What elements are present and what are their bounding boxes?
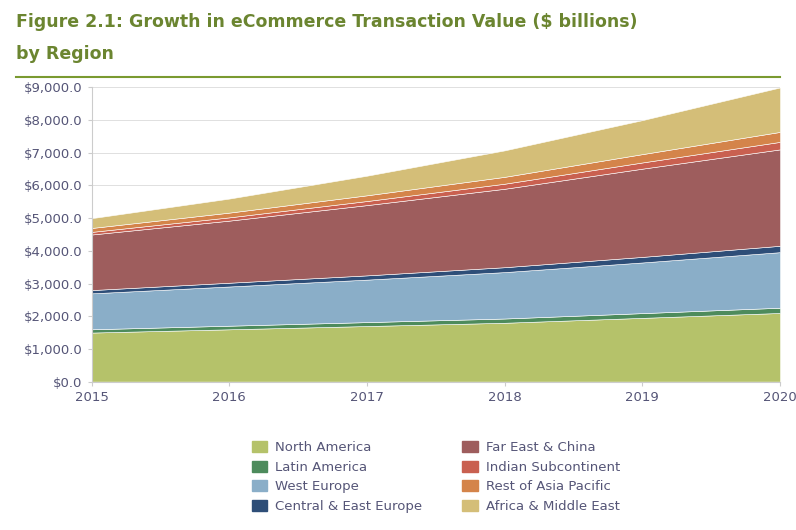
Legend: North America, Latin America, West Europe, Central & East Europe, Far East & Chi: North America, Latin America, West Europ… (252, 441, 620, 513)
Text: by Region: by Region (16, 45, 114, 63)
Text: Figure 2.1: Growth in eCommerce Transaction Value ($ billions): Figure 2.1: Growth in eCommerce Transact… (16, 13, 638, 31)
